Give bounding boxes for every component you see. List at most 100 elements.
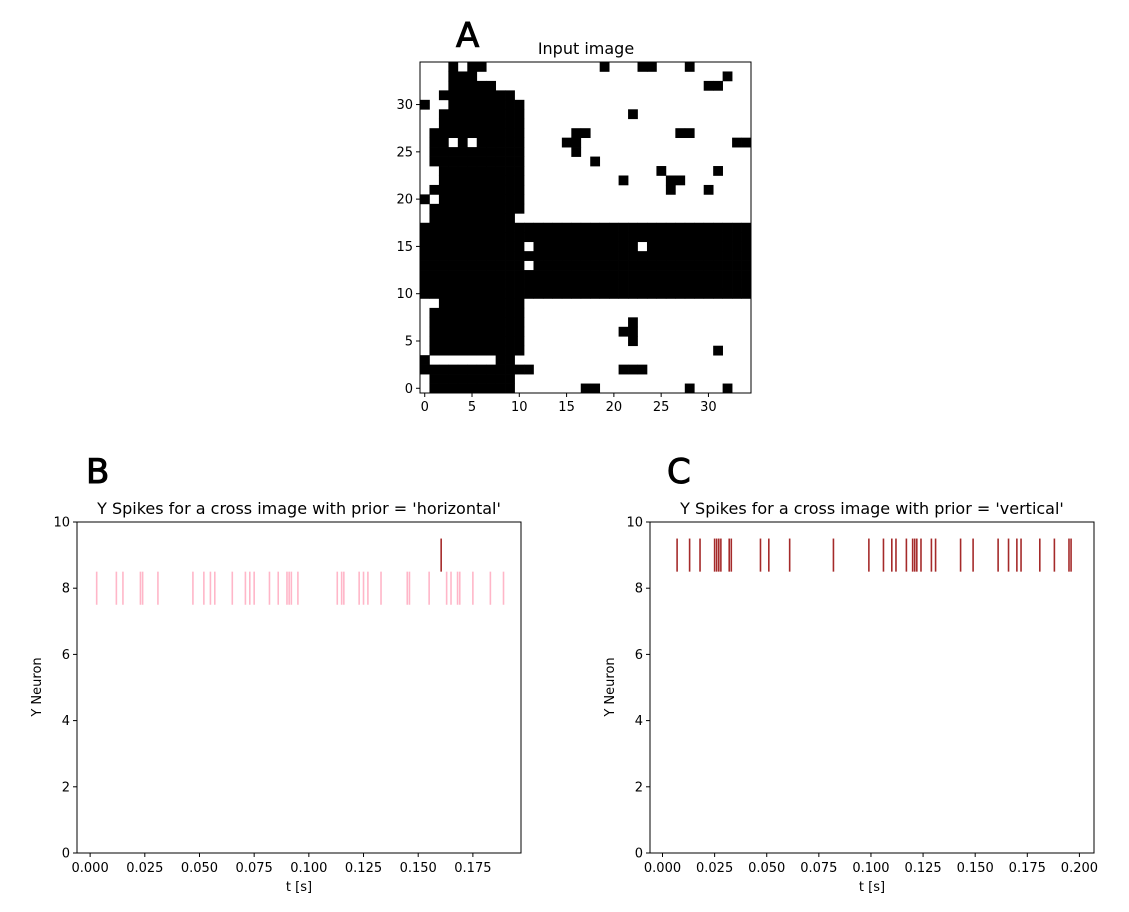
image-pixel — [486, 232, 497, 243]
image-pixel — [722, 241, 733, 252]
image-pixel — [665, 175, 676, 186]
image-pixel — [476, 317, 487, 328]
image-pixel — [505, 326, 515, 337]
image-pixel — [438, 383, 449, 394]
image-pixel — [694, 251, 705, 261]
image-pixel — [514, 232, 525, 243]
image-pixel — [741, 251, 752, 261]
image-pixel — [628, 326, 638, 337]
chart-a-ticks: 0 5 10 15 20 25 30 0 5 10 15 20 25 30 — [396, 98, 716, 415]
image-pixel — [457, 203, 468, 214]
image-pixel — [646, 62, 657, 72]
image-pixel — [505, 307, 515, 318]
image-pixel — [495, 336, 506, 347]
image-pixel — [552, 288, 563, 299]
chart-b-frame — [76, 521, 522, 854]
image-pixel — [618, 251, 629, 261]
image-pixel — [429, 317, 440, 328]
image-pixel — [448, 175, 459, 186]
image-pixel — [514, 194, 525, 205]
image-pixel — [420, 222, 430, 233]
image-pixel — [656, 232, 667, 243]
image-pixel — [505, 109, 515, 120]
image-pixel — [675, 251, 686, 261]
image-pixel — [467, 270, 478, 280]
image-pixel — [438, 147, 449, 157]
image-pixel — [713, 279, 723, 290]
image-pixel — [609, 251, 619, 261]
image-pixel — [505, 118, 515, 129]
image-pixel — [505, 137, 515, 148]
image-pixel — [533, 288, 544, 299]
image-pixel — [542, 270, 553, 280]
image-pixel — [438, 184, 449, 195]
image-pixel — [476, 270, 487, 280]
x-tick-label: 15 — [558, 400, 575, 415]
image-pixel — [429, 147, 440, 157]
image-pixel — [514, 336, 525, 347]
x-tick-label: 0.175 — [1009, 861, 1046, 876]
image-pixel — [486, 288, 497, 299]
image-pixel — [646, 241, 657, 252]
image-pixel — [713, 241, 723, 252]
y-tick-label: 10 — [396, 287, 413, 302]
image-pixel — [675, 270, 686, 280]
image-pixel — [429, 270, 440, 280]
image-pixel — [514, 137, 525, 148]
image-pixel — [476, 194, 487, 205]
y-tick-label: 30 — [396, 98, 413, 113]
image-pixel — [476, 326, 487, 337]
chart-b-title: Y Spikes for a cross image with prior = … — [96, 499, 501, 518]
y-tick-label: 0 — [62, 847, 70, 862]
image-pixel — [571, 288, 582, 299]
y-tick-label: 8 — [62, 582, 70, 597]
image-pixel — [609, 260, 619, 271]
image-pixel — [580, 270, 591, 280]
image-pixel — [732, 232, 742, 243]
image-pixel — [703, 232, 714, 243]
x-tick-label: 0.050 — [748, 861, 785, 876]
image-pixel — [628, 241, 638, 252]
image-pixel — [628, 222, 638, 233]
image-pixel — [618, 175, 629, 186]
image-pixel — [722, 270, 733, 280]
image-pixel — [637, 288, 648, 299]
image-pixel — [618, 270, 629, 280]
image-pixel — [514, 345, 525, 356]
chart-c-spikes — [676, 538, 1072, 572]
image-pixel — [505, 260, 515, 271]
image-pixel — [590, 260, 601, 271]
image-pixel — [505, 317, 515, 328]
image-pixel — [571, 222, 582, 233]
image-pixel — [561, 222, 572, 233]
image-pixel — [609, 270, 619, 280]
image-pixel — [703, 270, 714, 280]
image-pixel — [476, 374, 487, 384]
image-pixel — [467, 383, 478, 394]
image-pixel — [542, 251, 553, 261]
image-pixel — [495, 99, 506, 110]
image-pixel — [467, 279, 478, 290]
image-pixel — [438, 137, 449, 148]
image-pixel — [552, 241, 563, 252]
x-tick-label: 10 — [511, 400, 528, 415]
image-pixel — [448, 166, 459, 176]
image-pixel — [438, 194, 449, 205]
image-pixel — [675, 241, 686, 252]
image-pixel — [476, 383, 487, 394]
image-pixel — [457, 288, 468, 299]
image-pixel — [609, 279, 619, 290]
spikes-vertical-chart: Y Spikes for a cross image with prior = … — [603, 499, 1098, 895]
image-pixel — [514, 222, 525, 233]
image-pixel — [438, 203, 449, 214]
image-pixel — [429, 345, 440, 356]
image-pixel — [561, 288, 572, 299]
x-tick-label: 5 — [468, 400, 476, 415]
image-pixel — [476, 222, 487, 233]
image-pixel — [495, 232, 506, 243]
image-pixel — [495, 364, 506, 375]
y-tick-label: 5 — [405, 334, 413, 349]
image-pixel — [420, 270, 430, 280]
image-pixel — [514, 298, 525, 309]
image-pixel — [457, 147, 468, 157]
